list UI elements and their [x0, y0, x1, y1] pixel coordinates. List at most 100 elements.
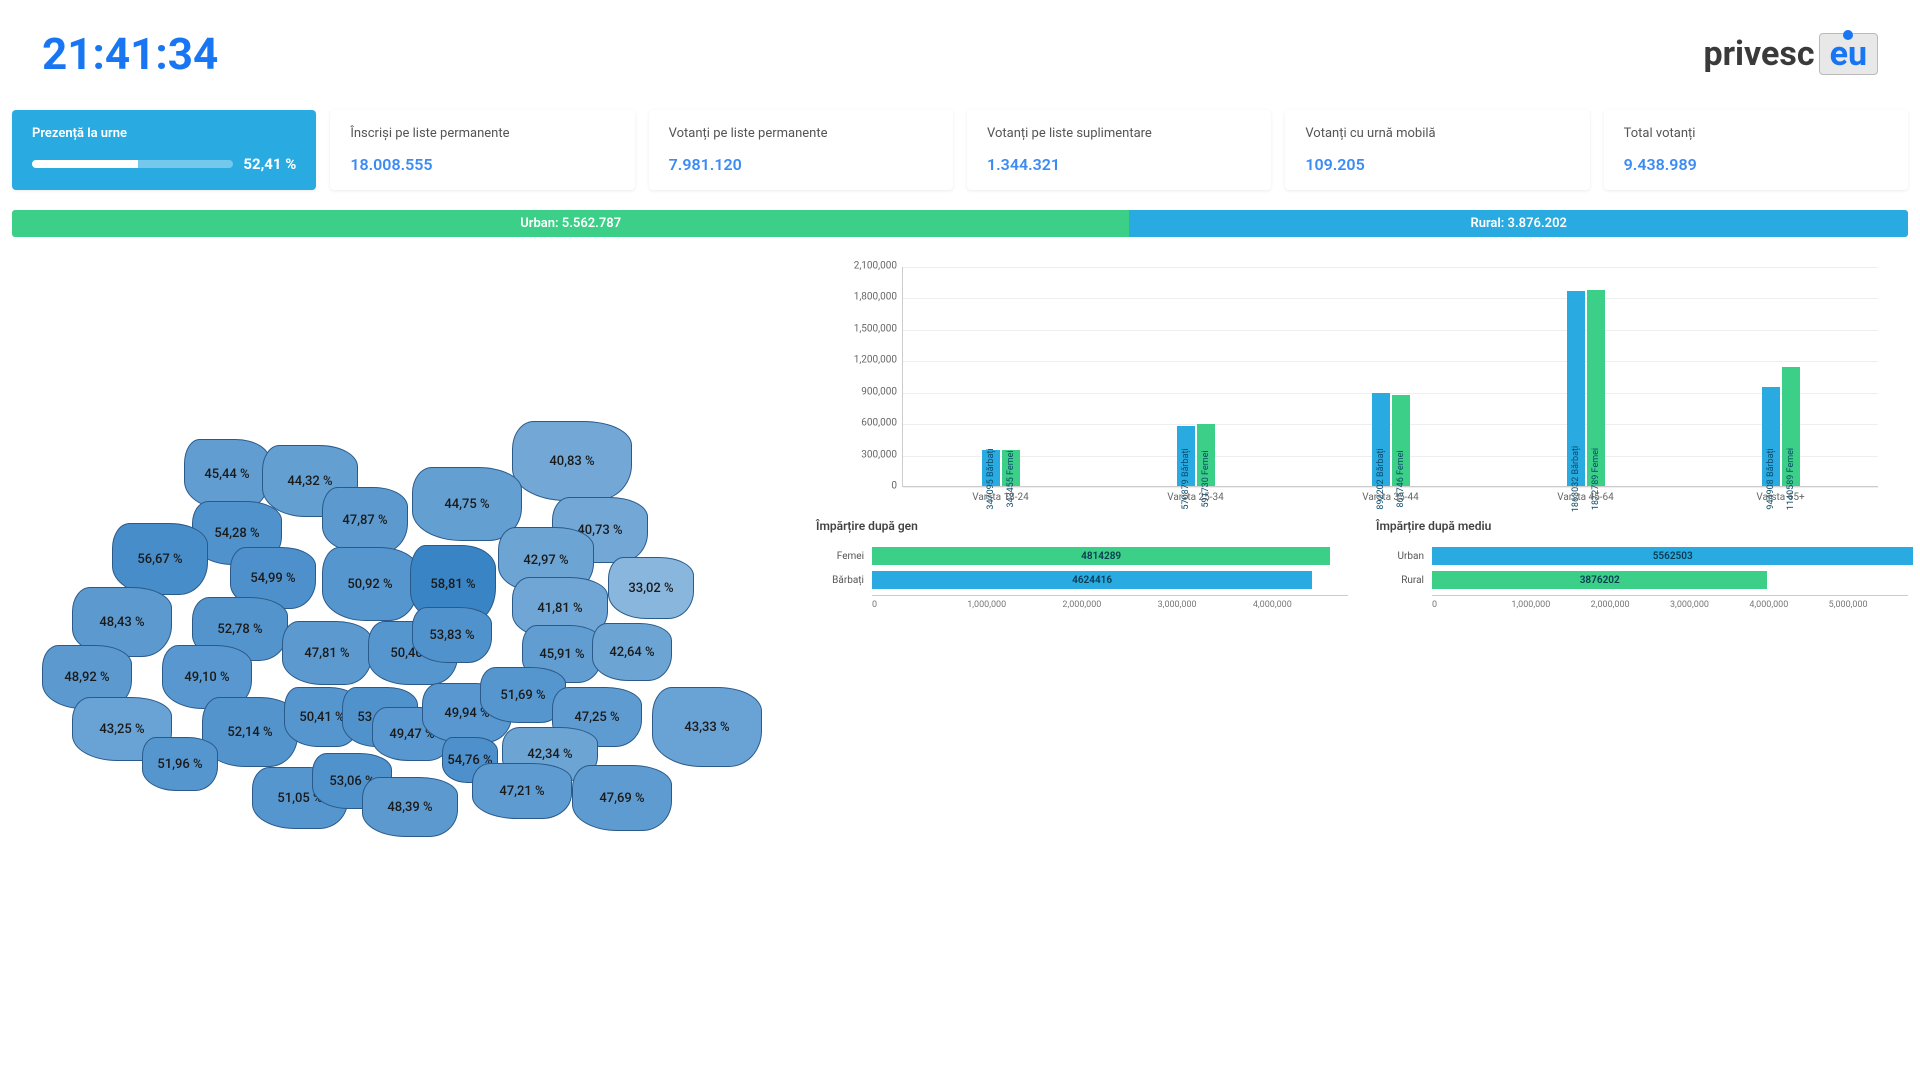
- hchart-xtick: 4,000,000: [1253, 600, 1348, 610]
- card-registered-value: 18.008.555: [350, 155, 614, 174]
- county[interactable]: 50,92 %: [322, 547, 418, 621]
- county[interactable]: 43,33 %: [652, 687, 762, 767]
- logo[interactable]: privesc eu: [1703, 33, 1878, 75]
- age-ytick: 0: [891, 481, 897, 492]
- hchart-xtick: 4,000,000: [1749, 600, 1828, 610]
- logo-dot-icon: [1843, 30, 1853, 40]
- split-urban: Urban: 5.562.787: [12, 210, 1129, 237]
- gender-chart-axis: 01,000,0002,000,0003,000,0004,000,000: [872, 595, 1348, 610]
- age-bar-female[interactable]: 1140589 Femei: [1782, 367, 1800, 486]
- age-ytick: 1,200,000: [854, 355, 897, 366]
- county[interactable]: 45,44 %: [184, 439, 270, 509]
- card-voters-supp-title: Votanți pe liste suplimentare: [987, 126, 1251, 141]
- hchart-xtick: 3,000,000: [1670, 600, 1749, 610]
- hchart-row-label: Bărbați: [812, 575, 872, 586]
- hchart-row: Urban5562503: [1372, 547, 1908, 565]
- hchart-xtick: 0: [1432, 600, 1511, 610]
- age-bar-male[interactable]: 347095 Bărbați: [982, 450, 1000, 486]
- hchart-bar[interactable]: 3876202: [1432, 571, 1767, 589]
- card-voters-supp[interactable]: Votanți pe liste suplimentare 1.344.321: [967, 110, 1271, 190]
- card-voters-mobile[interactable]: Votanți cu urnă mobilă 109.205: [1285, 110, 1589, 190]
- county[interactable]: 47,69 %: [572, 765, 672, 831]
- hchart-xtick: 2,000,000: [1062, 600, 1157, 610]
- card-voters-total[interactable]: Total votanți 9.438.989: [1604, 110, 1908, 190]
- age-xlabel: Varsta 25-34: [1146, 492, 1246, 503]
- card-turnout[interactable]: Prezență la urne 52,41 %: [12, 110, 316, 190]
- age-bar-male[interactable]: 892202 Bărbați: [1372, 393, 1390, 486]
- age-ytick: 900,000: [861, 386, 897, 397]
- age-bar-female[interactable]: 343455 Femei: [1002, 450, 1020, 486]
- hchart-row: Femei4814289: [812, 547, 1348, 565]
- urban-rural-split: Urban: 5.562.787 Rural: 3.876.202: [12, 210, 1908, 237]
- card-voters-perm-title: Votanți pe liste permanente: [669, 126, 933, 141]
- hchart-xtick: 5,000,000: [1829, 600, 1908, 610]
- hchart-bar[interactable]: 4624416: [872, 571, 1312, 589]
- env-chart-title: Împărțire după mediu: [1372, 511, 1908, 547]
- hchart-row-label: Femei: [812, 551, 872, 562]
- card-voters-total-title: Total votanți: [1624, 126, 1888, 141]
- gender-chart-title: Împărțire după gen: [812, 511, 1348, 547]
- turnout-pct: 52,41 %: [243, 155, 296, 173]
- card-voters-perm-value: 7.981.120: [669, 155, 933, 174]
- card-registered-title: Înscriși pe liste permanente: [350, 126, 614, 141]
- age-bar-female[interactable]: 865746 Femei: [1392, 395, 1410, 486]
- turnout-progress-fill: [32, 160, 138, 168]
- card-voters-supp-value: 1.344.321: [987, 155, 1251, 174]
- age-group: 944908 Bărbați1140589 FemeiVarsta 65+: [1741, 367, 1821, 486]
- age-ytick: 2,100,000: [854, 261, 897, 272]
- age-group: 570879 Bărbați591730 FemeiVarsta 25-34: [1156, 424, 1236, 486]
- age-xlabel: Varsta 45-64: [1536, 492, 1636, 503]
- county[interactable]: 47,87 %: [322, 487, 408, 553]
- card-registered[interactable]: Înscriși pe liste permanente 18.008.555: [330, 110, 634, 190]
- county[interactable]: 47,81 %: [282, 621, 372, 685]
- env-chart: Împărțire după mediu Urban5562503 Rural38…: [1372, 511, 1908, 610]
- hchart-row: Rural3876202: [1372, 571, 1908, 589]
- age-ytick: 1,500,000: [854, 323, 897, 334]
- age-bar-male[interactable]: 944908 Bărbați: [1762, 387, 1780, 486]
- age-ytick: 300,000: [861, 449, 897, 460]
- age-ytick: 1,800,000: [854, 292, 897, 303]
- age-bar-female[interactable]: 1872789 Femei: [1587, 290, 1605, 486]
- card-voters-total-value: 9.438.989: [1624, 155, 1888, 174]
- hchart-row-label: Rural: [1372, 575, 1432, 586]
- age-ytick: 600,000: [861, 418, 897, 429]
- card-voters-perm[interactable]: Votanți pe liste permanente 7.981.120: [649, 110, 953, 190]
- logo-text: privesc: [1703, 34, 1814, 74]
- env-chart-axis: 01,000,0002,000,0003,000,0004,000,0005,0…: [1432, 595, 1908, 610]
- county[interactable]: 56,67 %: [112, 523, 208, 595]
- age-xlabel: Varsta 18-24: [951, 492, 1051, 503]
- county[interactable]: 33,02 %: [608, 557, 694, 619]
- age-chart-plot: 0300,000600,000900,0001,200,0001,500,000…: [902, 267, 1878, 487]
- turnout-progress: [32, 160, 233, 168]
- county[interactable]: 51,96 %: [142, 737, 218, 791]
- age-group: 347095 Bărbați343455 FemeiVarsta 18-24: [961, 450, 1041, 486]
- county[interactable]: 47,21 %: [472, 763, 572, 819]
- hchart-xtick: 2,000,000: [1591, 600, 1670, 610]
- gender-chart: Împărțire după gen Femei4814289Bărbați46…: [812, 511, 1348, 610]
- age-bar-male[interactable]: 570879 Bărbați: [1177, 426, 1195, 486]
- age-bar-male[interactable]: 1863032 Bărbați: [1567, 291, 1585, 486]
- hchart-row-label: Urban: [1372, 551, 1432, 562]
- logo-eu-badge: eu: [1819, 33, 1878, 75]
- current-time: 21:41:34: [42, 28, 218, 80]
- age-group: 892202 Bărbați865746 FemeiVarsta 35-44: [1351, 393, 1431, 486]
- age-xlabel: Varsta 35-44: [1341, 492, 1441, 503]
- age-bar-female[interactable]: 591730 Femei: [1197, 424, 1215, 486]
- split-rural: Rural: 3.876.202: [1129, 210, 1908, 237]
- card-voters-mobile-value: 109.205: [1305, 155, 1569, 174]
- hchart-xtick: 3,000,000: [1158, 600, 1253, 610]
- card-voters-mobile-title: Votanți cu urnă mobilă: [1305, 126, 1569, 141]
- county[interactable]: 48,39 %: [362, 777, 458, 837]
- hchart-xtick: 0: [872, 600, 967, 610]
- romania-map[interactable]: 45,44 %44,32 %40,83 %54,28 %44,75 %47,87…: [12, 397, 772, 957]
- hchart-row: Bărbați4624416: [812, 571, 1348, 589]
- hchart-bar[interactable]: 4814289: [872, 547, 1330, 565]
- hchart-bar[interactable]: 5562503: [1432, 547, 1913, 565]
- county[interactable]: 42,64 %: [592, 623, 672, 681]
- age-chart: 0300,000600,000900,0001,200,0001,500,000…: [812, 257, 1908, 487]
- header: 21:41:34 privesc eu: [0, 0, 1920, 90]
- county[interactable]: 40,83 %: [512, 421, 632, 501]
- county[interactable]: 53,83 %: [412, 607, 492, 663]
- hchart-xtick: 1,000,000: [967, 600, 1062, 610]
- age-group: 1863032 Bărbați1872789 FemeiVarsta 45-64: [1546, 290, 1626, 486]
